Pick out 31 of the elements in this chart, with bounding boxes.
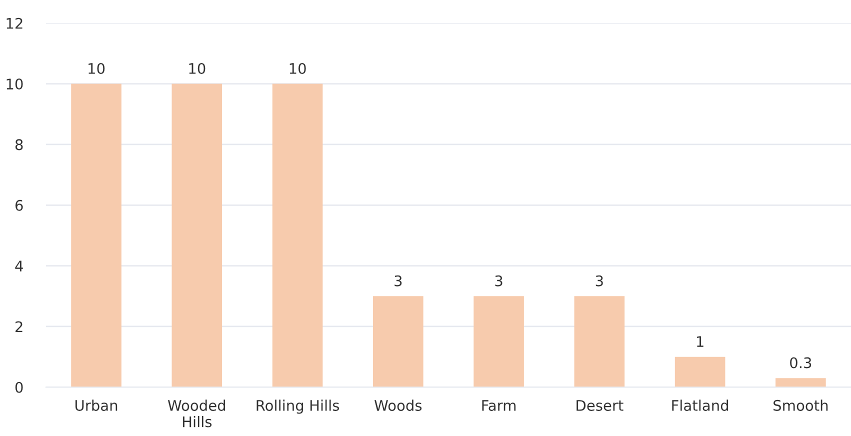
x-tick-label: Smooth — [774, 400, 828, 411]
x-tick-label: Urban — [75, 400, 118, 411]
bar — [172, 84, 222, 388]
x-tick-label: Farm — [482, 400, 516, 411]
bar — [71, 84, 122, 388]
y-tick-label: 10 — [6, 78, 23, 90]
data-label: 3 — [596, 275, 603, 286]
bar — [674, 356, 726, 388]
y-tick-label: 0 — [15, 382, 23, 393]
data-label: 1 — [697, 336, 704, 347]
y-tick-label: 2 — [16, 321, 22, 332]
y-tick-label: 12 — [6, 18, 22, 29]
y-tick-label: 4 — [15, 260, 23, 272]
data-label: 10 — [290, 62, 306, 74]
bar — [776, 378, 826, 388]
y-tick-label: 8 — [15, 139, 23, 150]
x-tick-label: Wooded Hills — [168, 400, 226, 428]
data-label: 0.3 — [790, 357, 812, 368]
x-tick-label: Flatland — [672, 400, 728, 411]
data-label: 3 — [495, 275, 502, 286]
x-tick-label: Woods — [374, 400, 422, 411]
data-label: 10 — [189, 62, 206, 74]
bar — [474, 296, 524, 388]
data-label: 3 — [394, 275, 402, 286]
y-tick-label: 6 — [15, 200, 23, 211]
x-tick-label: Rolling Hills — [256, 400, 340, 414]
data-label: 10 — [88, 62, 105, 74]
bar — [574, 296, 625, 388]
x-tick-label: Desert — [576, 400, 624, 411]
bar — [373, 296, 424, 388]
bar — [272, 84, 323, 388]
